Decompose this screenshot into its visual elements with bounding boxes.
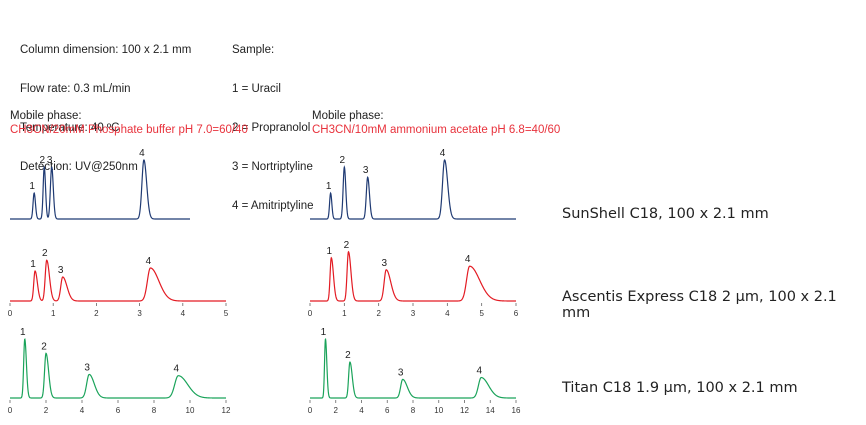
x-tick-label: 0 — [8, 406, 13, 415]
x-tick-label: 14 — [486, 406, 495, 415]
sample-line: 3 = Nortriptyline — [232, 161, 313, 173]
mobile-phase-left: Mobile phase: CH3CN/20mM Phosphate buffe… — [10, 109, 248, 137]
chromatogram-right-1: 1 2 3 4 — [310, 148, 516, 220]
chromatogram-left-3: 123 40 2 4 6 8 10 12 — [8, 327, 231, 415]
peak-label: 2 — [345, 350, 351, 361]
x-tick-label: 5 — [224, 309, 229, 318]
x-tick-label: 12 — [460, 406, 469, 415]
x-tick-label: 2 — [94, 309, 99, 318]
column-label-titan: Titan C18 1.9 µm, 100 x 2.1 mm — [562, 380, 798, 396]
conditions-block: Column dimension: 100 x 2.1 mm Flow rate… — [20, 18, 191, 187]
x-tick-label: 10 — [434, 406, 443, 415]
peak-label: 4 — [146, 256, 152, 267]
x-tick-label: 6 — [514, 309, 519, 318]
sample-line: 2 = Propranolol — [232, 122, 311, 134]
x-tick-label: 0 — [308, 309, 313, 318]
x-tick-label: 8 — [152, 406, 157, 415]
chromatogram-right-2: 123 40 1 2 3 4 5 6 — [308, 240, 519, 318]
trace-line — [10, 259, 226, 302]
x-tick-label: 16 — [512, 406, 521, 415]
condition-line: Column dimension: 100 x 2.1 mm — [20, 44, 192, 56]
peak-label: 2 — [41, 341, 47, 352]
x-tick-label: 6 — [385, 406, 390, 415]
x-tick-label: 8 — [411, 406, 416, 415]
peak-label: 1 — [321, 327, 327, 338]
peak-label: 2 — [340, 155, 346, 166]
x-tick-label: 4 — [181, 309, 186, 318]
peak-label: 3 — [363, 165, 369, 176]
x-tick-label: 1 — [342, 309, 347, 318]
sample-line: 1 = Uracil — [232, 83, 281, 95]
peak-label: 3 — [381, 258, 387, 269]
x-tick-label: 3 — [411, 309, 416, 318]
peak-label: 4 — [174, 364, 180, 375]
sample-line: 4 = Amitriptyline — [232, 200, 314, 212]
peak-label: 3 — [58, 265, 64, 276]
column-label-ascentis: Ascentis Express C18 2 µm, 100 x 2.1 mm — [562, 289, 837, 321]
peak-label: 3 — [47, 155, 53, 166]
x-tick-label: 4 — [359, 406, 364, 415]
mobile-phase-label: Mobile phase: — [10, 110, 82, 122]
peak-label: 4 — [476, 366, 482, 377]
peak-label: 1 — [30, 259, 36, 270]
peak-label: 3 — [84, 362, 90, 373]
trace-line — [10, 338, 226, 399]
peak-label: 4 — [465, 254, 471, 265]
chromatogram-left-1: 1 2 3 4 — [10, 148, 190, 220]
trace-line — [310, 159, 516, 220]
mobile-phase-condition: CH3CN/20mM Phosphate buffer pH 7.0=60/40 — [10, 124, 248, 136]
x-tick-label: 6 — [116, 406, 121, 415]
x-tick-label: 5 — [479, 309, 484, 318]
sample-block: Sample: 1 = Uracil 2 = Propranolol 3 = N… — [232, 18, 314, 226]
column-label-sunshell: SunShell C18, 100 x 2.1 mm — [562, 206, 769, 222]
trace-line — [310, 250, 516, 302]
condition-line: Flow rate: 0.3 mL/min — [20, 83, 131, 95]
x-tick-label: 4 — [80, 406, 85, 415]
condition-line: Detection: UV@250nm — [20, 161, 138, 173]
peak-label: 4 — [440, 148, 446, 159]
sample-line: Sample: — [232, 44, 275, 56]
x-tick-label: 2 — [44, 406, 49, 415]
x-tick-label: 10 — [186, 406, 195, 415]
mobile-phase-right: Mobile phase: CH3CN/10mM ammonium acetat… — [312, 109, 560, 137]
peak-label: 1 — [326, 181, 332, 192]
peak-label: 3 — [398, 367, 404, 378]
peak-label: 2 — [39, 155, 45, 166]
peak-label: 2 — [344, 240, 350, 251]
x-tick-label: 3 — [137, 309, 142, 318]
chromatogram-right-3: 123 40 2 4 6 8 10 12 14 16 — [308, 327, 521, 415]
peak-label: 1 — [29, 181, 35, 192]
x-tick-label: 1 — [51, 309, 56, 318]
x-tick-label: 12 — [222, 406, 231, 415]
peak-label: 4 — [139, 148, 145, 159]
x-tick-label: 0 — [8, 309, 13, 318]
peak-label: 2 — [42, 248, 48, 259]
x-tick-label: 2 — [334, 406, 339, 415]
x-tick-label: 4 — [445, 309, 450, 318]
mobile-phase-condition: CH3CN/10mM ammonium acetate pH 6.8=40/60 — [312, 124, 561, 136]
mobile-phase-label: Mobile phase: — [312, 110, 384, 122]
peak-label: 1 — [20, 327, 26, 338]
peak-label: 1 — [327, 246, 333, 257]
x-tick-label: 0 — [308, 406, 313, 415]
trace-line — [310, 337, 516, 399]
x-tick-label: 2 — [376, 309, 381, 318]
trace-line — [10, 159, 190, 220]
condition-line: Temperature: 40 ºC — [20, 122, 120, 134]
